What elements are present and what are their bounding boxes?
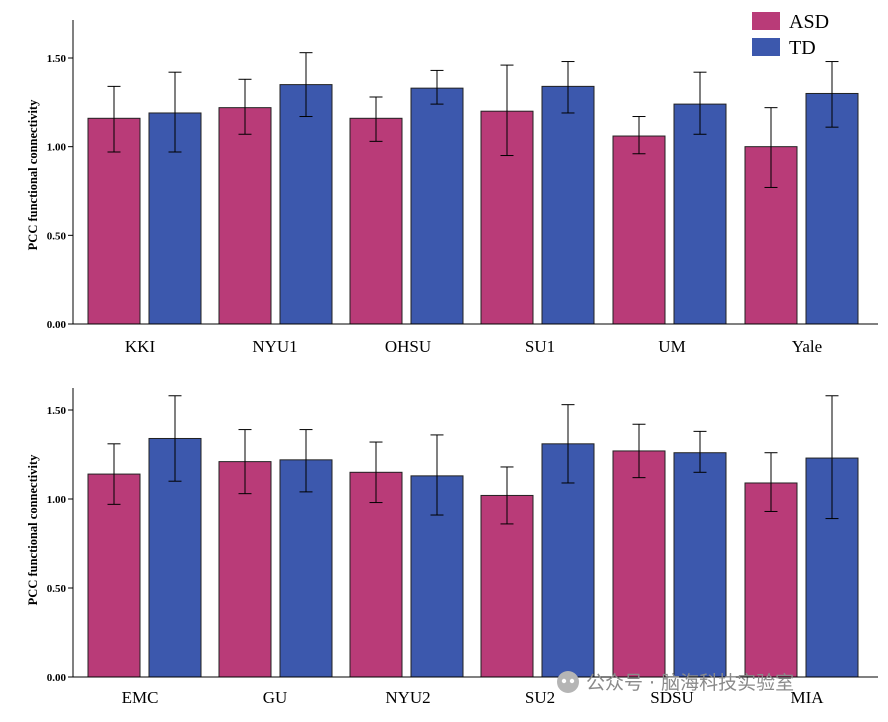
x-tick-label-um: UM [658,337,685,356]
chart-panel-2: EMC GU NYU2 SU2 SDSU MIA 0.00 0.50 1.00 1.50 PCC f… [26,388,878,707]
y-tick-label-0.00: 0.00 [47,672,67,684]
bar-asd-sdsu [612,450,666,678]
x-tick-label-kki: KKI [125,337,156,356]
bar-asd-um [612,135,666,325]
x-tick-label-sdsu: SDSU [650,688,693,707]
x-tick-label-nyu1: NYU1 [252,337,297,356]
legend-swatch-td [752,38,780,56]
y-tick-label-0.50: 0.50 [47,583,67,595]
x-tick-label-nyu2: NYU2 [385,688,430,707]
bar-asd-nyu2 [349,471,403,678]
chart-panel-1: KKI NYU1 OHSU SU1 UM Yale 0.00 0.50 1.00 1.50 PCC … [26,20,878,356]
chart-panels: KKI NYU1 OHSU SU1 UM Yale 0.00 0.50 1.00 1.50 PCC … [26,20,878,707]
x-tick-label-ohsu: OHSU [385,337,431,356]
watermark-logo-icon [557,671,579,693]
x-tick-label-mia: MIA [790,688,824,707]
bar-asd-ohsu [349,117,403,325]
watermark-logo-dot2-icon [569,678,575,684]
x-tick-label-emc: EMC [122,688,159,707]
y-tick-label-0.50: 0.50 [47,230,67,242]
legend-label-td: TD [789,37,816,59]
y-tick-label-0.00: 0.00 [47,319,67,331]
x-tick-label-yale: Yale [792,337,822,356]
x-tick-label-su2: SU2 [525,688,555,707]
bar-asd-emc [87,473,141,678]
bar-td-nyu1 [279,84,333,325]
bar-td-su1 [541,85,595,325]
y-tick-label-1.00: 1.00 [47,142,67,154]
bar-td-sdsu [673,452,727,678]
bar-asd-nyu1 [218,107,272,325]
y-tick-label-1.50: 1.50 [47,53,67,65]
bar-td-um [673,103,727,325]
legend-swatch-asd [752,12,780,30]
y-axis-label: PCC functional connectivity [26,99,40,250]
legend: ASD TD [752,11,829,59]
watermark-text: 公众号 · 脑海科技实验室 [586,672,794,694]
y-tick-label-1.50: 1.50 [47,405,67,417]
bar-asd-kki [87,117,141,325]
y-axis-label: PCC functional connectivity [26,454,40,605]
bar-asd-mia [744,482,798,678]
x-tick-label-su1: SU1 [525,337,555,356]
x-tick-label-gu: GU [263,688,288,707]
bar-td-yale [805,92,859,325]
watermark: 公众号 · 脑海科技实验室 [557,671,794,694]
bar-asd-gu [218,461,272,678]
y-tick-label-1.00: 1.00 [47,494,67,506]
bar-td-gu [279,459,333,678]
legend-label-asd: ASD [789,11,829,33]
watermark-logo-dot-icon [561,678,567,684]
bar-td-ohsu [410,87,464,325]
